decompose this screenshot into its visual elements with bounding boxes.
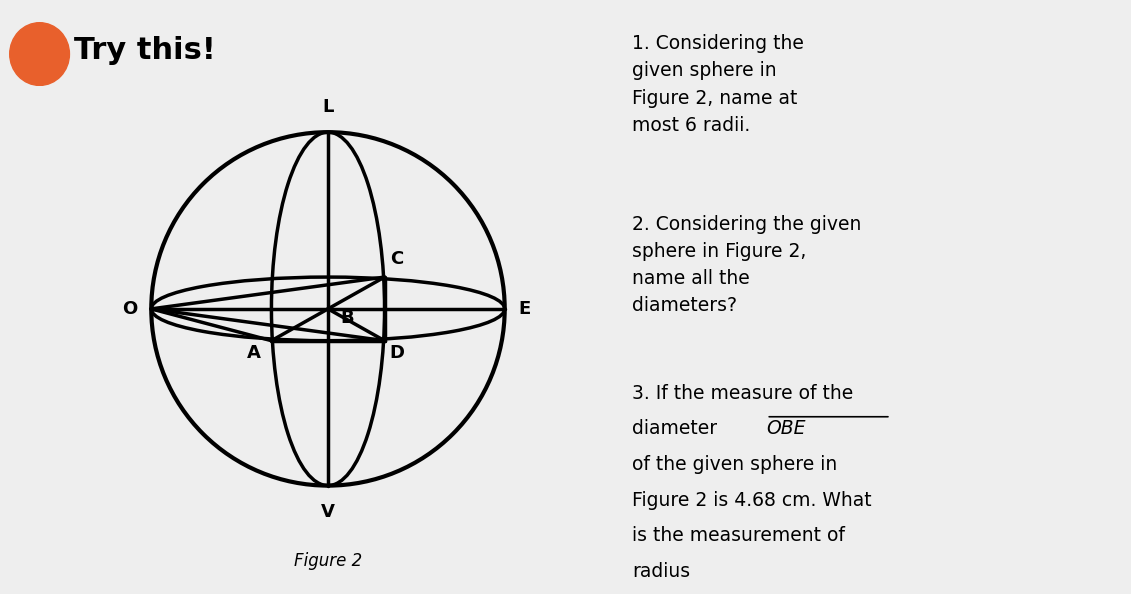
Text: V: V <box>321 503 335 522</box>
Text: E: E <box>519 300 532 318</box>
Text: C: C <box>390 250 403 268</box>
Text: L: L <box>322 98 334 116</box>
Text: 1. Considering the
given sphere in
Figure 2, name at
most 6 radii.: 1. Considering the given sphere in Figur… <box>632 34 804 135</box>
Text: 2. Considering the given
sphere in Figure 2,
name all the
diameters?: 2. Considering the given sphere in Figur… <box>632 214 862 315</box>
Text: D: D <box>390 345 405 362</box>
Text: 3. If the measure of the: 3. If the measure of the <box>632 384 853 403</box>
Text: Figure 2: Figure 2 <box>294 552 362 570</box>
Text: A: A <box>247 345 261 362</box>
Text: O: O <box>122 300 137 318</box>
Text: Figure 2 is 4.68 cm. What: Figure 2 is 4.68 cm. What <box>632 491 872 510</box>
Text: is the measurement of: is the measurement of <box>632 526 845 545</box>
Circle shape <box>10 23 69 86</box>
Text: diameter: diameter <box>632 419 723 438</box>
Text: Try this!: Try this! <box>74 36 215 65</box>
Text: OBE: OBE <box>767 419 806 438</box>
Text: of the given sphere in: of the given sphere in <box>632 455 837 474</box>
Text: B: B <box>340 309 354 327</box>
Text: radius: radius <box>632 561 690 580</box>
